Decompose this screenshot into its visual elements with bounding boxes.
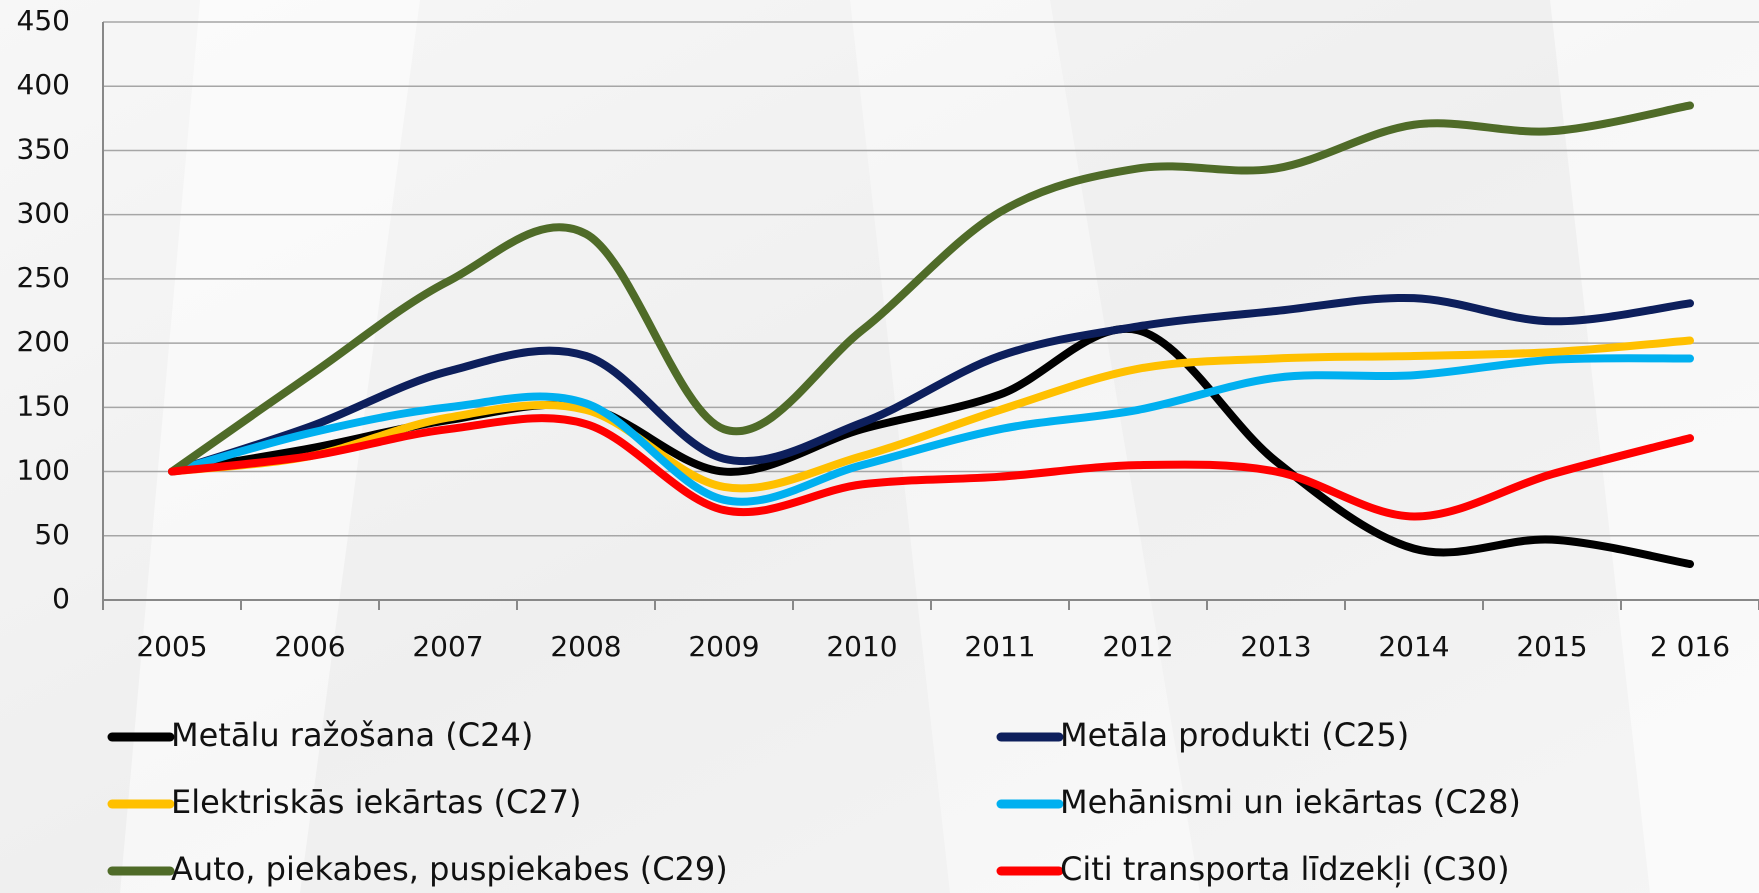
plot: 0 50 100 150 200 250 300 350 400 450 2005 2006 2007 2… — [17, 4, 1759, 888]
y-tick-label: 50 — [34, 518, 70, 551]
y-tick-label: 150 — [17, 389, 70, 422]
series-line — [168, 336, 1694, 493]
y-tick-label: 350 — [17, 132, 70, 165]
y-tick-label: 300 — [17, 197, 70, 230]
y-tick-label: 200 — [17, 325, 70, 358]
x-tick-label: 2 016 — [1650, 630, 1730, 663]
legend-label: Auto, piekabes, puspiekabes (C29) — [171, 850, 728, 888]
background-shape — [850, 0, 1200, 893]
series-line — [168, 101, 1694, 476]
x-tick-label: 2007 — [412, 630, 483, 663]
x-tick-label: 2008 — [550, 630, 621, 663]
legend-label: Elektriskās iekārtas (C27) — [171, 783, 581, 821]
x-tick-label: 2015 — [1516, 630, 1587, 663]
y-tick-label: 0 — [52, 582, 70, 615]
x-tick-label: 2006 — [274, 630, 345, 663]
legend-label: Mehānismi un iekārtas (C28) — [1060, 783, 1521, 821]
series-line — [168, 293, 1694, 476]
legend-label: Metālu ražošana (C24) — [171, 716, 533, 754]
legend-label: Citi transporta līdzekļi (C30) — [1060, 850, 1510, 888]
x-tick-label: 2009 — [688, 630, 759, 663]
legend-label: Metāla produkti (C25) — [1060, 716, 1409, 754]
series-line — [168, 414, 1694, 521]
series-line — [168, 354, 1694, 506]
x-tick-label: 2012 — [1102, 630, 1173, 663]
y-tick-label: 250 — [17, 261, 70, 294]
y-tick-label: 100 — [17, 454, 70, 487]
x-tick-label: 2005 — [136, 630, 207, 663]
x-tick-label: 2014 — [1378, 630, 1449, 663]
y-tick-label: 400 — [17, 68, 70, 101]
y-tick-label: 450 — [17, 4, 70, 37]
x-tick-label: 2013 — [1240, 630, 1311, 663]
x-tick-label: 2011 — [964, 630, 1035, 663]
x-tick-label: 2010 — [826, 630, 897, 663]
